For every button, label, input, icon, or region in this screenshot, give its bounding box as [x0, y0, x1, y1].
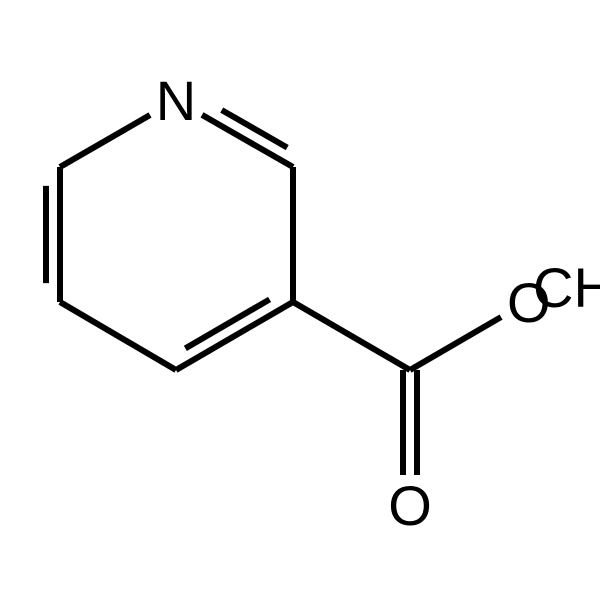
label-N: N [156, 69, 196, 132]
bond-C3-C4-outer [176, 302, 293, 370]
label-CH3: CH [533, 256, 600, 319]
atom-labels: NOOCH3 [156, 69, 600, 537]
bond-C6-N [60, 115, 150, 167]
bond-C3-C7 [293, 302, 410, 370]
bond-C4-C5 [60, 302, 176, 370]
molecule-diagram: NOOCH3 [0, 0, 600, 600]
bonds [46, 110, 501, 475]
label-O1: O [388, 474, 432, 537]
bond-C7-O2 [410, 317, 501, 370]
